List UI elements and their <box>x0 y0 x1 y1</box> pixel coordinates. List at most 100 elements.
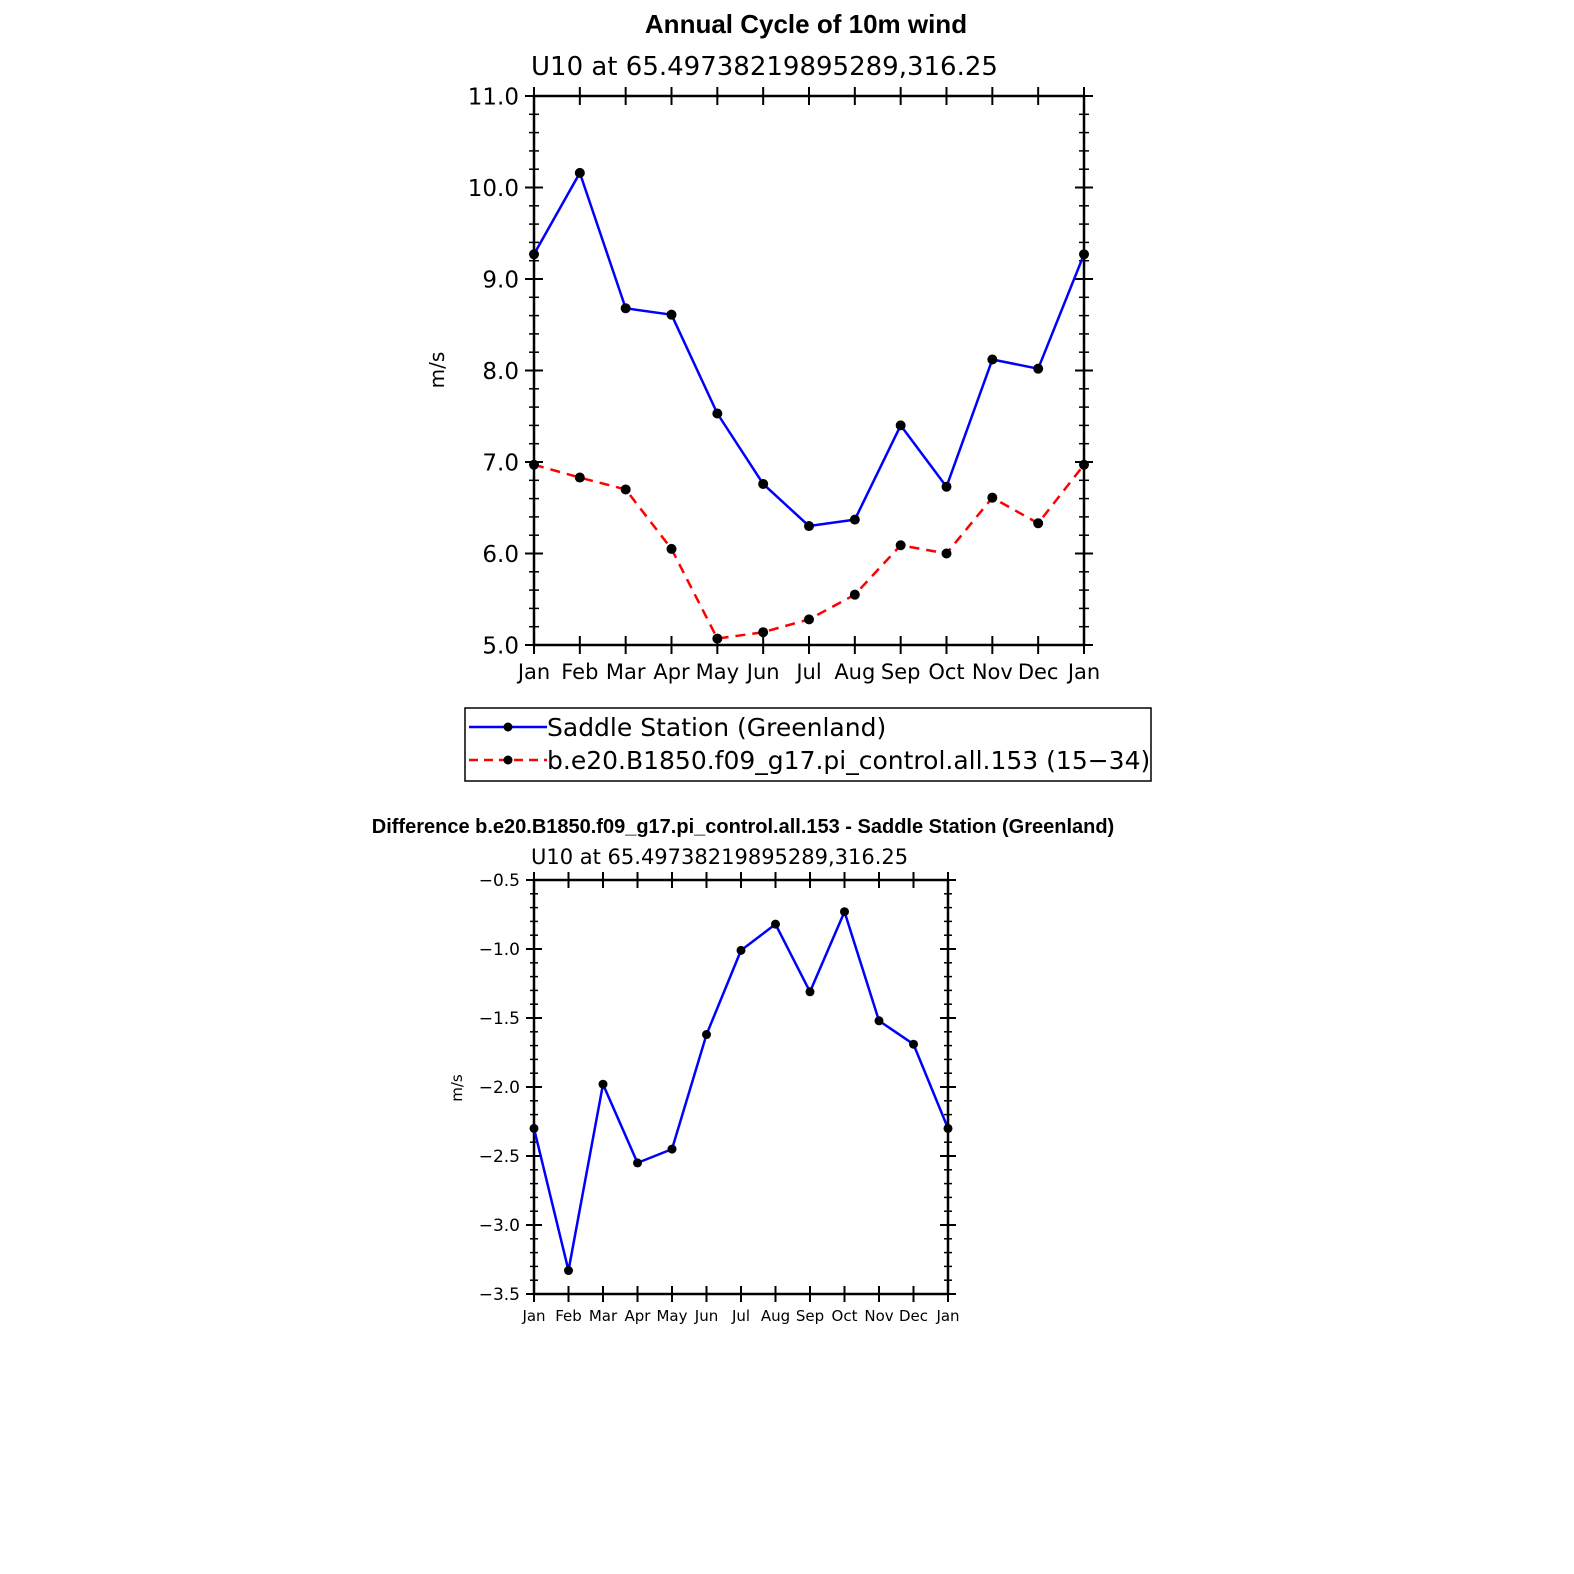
chart1-series-1-point <box>574 472 585 483</box>
chart1-series-0-point <box>620 303 631 314</box>
chart1-x-tick-label: Aug <box>834 660 875 684</box>
chart1-series-0-point <box>712 408 723 419</box>
legend-marker-model <box>503 755 513 765</box>
chart1-series-0-point <box>941 481 952 492</box>
chart2-x-tick-label: Aug <box>761 1307 790 1325</box>
chart2-x-tick-label: Nov <box>864 1307 893 1325</box>
chart1-y-tick-label: 11.0 <box>468 84 519 110</box>
chart2-axes: Jan Feb Mar Apr May Jun Jul Aug Sep Oct Nov Dec Jan−… <box>479 871 960 1325</box>
chart2-series <box>529 907 953 1276</box>
chart1-series-0-point <box>1033 363 1044 374</box>
chart2-series-0-point <box>736 945 746 955</box>
chart2-series-0-point <box>874 1016 884 1026</box>
chart1-series-1-point <box>849 589 860 600</box>
chart1-y-axis-label: m/s <box>425 352 449 389</box>
chart2-x-tick-label: Jun <box>694 1307 718 1325</box>
chart2-x-tick-label: Mar <box>589 1307 618 1325</box>
chart1-series-1-point <box>895 540 906 551</box>
chart1-series-1-point <box>941 548 952 559</box>
chart1-series-1-point <box>758 627 769 638</box>
chart1-axes: Jan Feb Mar Apr May Jun Jul Aug Sep Oct Nov Dec Jan5… <box>468 84 1100 684</box>
chart1-x-tick-label: Apr <box>653 660 690 684</box>
legend-box <box>464 707 1152 782</box>
chart1-series-1-point <box>666 543 677 554</box>
chart1-y-tick-label: 9.0 <box>482 267 519 293</box>
chart1-x-tick-label: Nov <box>972 660 1013 684</box>
chart1-x-tick-label: Mar <box>606 660 646 684</box>
chart2-y-tick-label: −0.5 <box>479 871 520 891</box>
chart1-series-0-point <box>758 478 769 489</box>
chart2-y-tick-label: −3.0 <box>479 1216 520 1236</box>
chart1-series-1-point <box>987 492 998 503</box>
chart2-series-0-point <box>840 907 849 917</box>
chart1-x-tick-label: Dec <box>1018 660 1059 684</box>
chart1-series-0-point <box>574 167 585 178</box>
chart1-series-1-point <box>1033 518 1044 529</box>
chart1-x-tick-label: Sep <box>881 660 921 684</box>
chart1-series-0-point <box>1079 249 1089 260</box>
legend-label-model: b.e20.B1850.f09_g17.pi_control.all.153 (… <box>547 746 1150 775</box>
chart2-x-tick-label: Jul <box>731 1307 750 1325</box>
chart2-series-0-point <box>633 1158 642 1168</box>
chart2-x-tick-label: Dec <box>899 1307 928 1325</box>
chart2-y-tick-label: −2.5 <box>479 1147 520 1167</box>
chart1-y-tick-label: 8.0 <box>482 359 519 385</box>
legend-label-saddle: Saddle Station (Greenland) <box>547 713 886 742</box>
chart1-x-tick-label: Jan <box>516 660 550 684</box>
chart1-series-0-point <box>804 521 814 532</box>
chart1-x-tick-label: Oct <box>928 660 964 684</box>
chart1-y-tick-label: 10.0 <box>468 176 519 202</box>
chart1-series-1-point <box>1079 459 1089 470</box>
chart2-series-0-point <box>598 1079 608 1089</box>
difference-chart: Difference b.e20.B1850.f09_g17.pi_contro… <box>372 816 1114 1325</box>
chart2-y-tick-label: −1.5 <box>479 1009 520 1029</box>
chart1-y-tick-label: 7.0 <box>482 450 519 476</box>
chart2-y-tick-label: −2.0 <box>479 1078 520 1098</box>
chart2-y-tick-label: −3.5 <box>479 1285 520 1305</box>
chart1-plot-frame <box>532 94 1086 647</box>
chart1-title: Annual Cycle of 10m wind <box>645 9 967 39</box>
chart1-series-0-point <box>987 354 998 365</box>
chart2-series-0-point <box>909 1039 918 1049</box>
chart1-x-tick-label: Jun <box>745 660 780 684</box>
chart1-y-tick-label: 6.0 <box>482 542 519 568</box>
chart1-series-1-point <box>712 633 723 644</box>
chart2-y-axis-label: m/s <box>448 1074 466 1102</box>
chart2-x-tick-label: Feb <box>555 1307 582 1325</box>
chart1-series-0-point <box>666 309 677 320</box>
chart2-series-0-point <box>564 1266 573 1276</box>
chart1-series-line-1 <box>533 463 1085 640</box>
chart2-x-tick-label: Apr <box>625 1307 652 1325</box>
chart2-series-line-0 <box>532 910 950 1272</box>
chart2-y-tick-label: −1.0 <box>479 940 520 960</box>
chart1-x-tick-label: May <box>696 660 739 684</box>
chart1-series-0-point <box>529 249 539 260</box>
chart2-x-tick-label: Jan <box>935 1307 959 1325</box>
chart2-series-0-point <box>702 1030 711 1040</box>
chart1-series-line-0 <box>532 171 1086 528</box>
chart1-series <box>529 167 1089 644</box>
chart2-series-0-point <box>805 987 815 997</box>
chart1-x-tick-label: Jan <box>1066 660 1100 684</box>
chart2-x-tick-label: Sep <box>796 1307 824 1325</box>
chart2-series-0-point <box>943 1123 953 1133</box>
chart1-y-tick-label: 5.0 <box>482 633 519 659</box>
chart1-subtitle: U10 at 65.49738219895289,316.25 <box>531 52 998 82</box>
chart2-series-0-point <box>529 1123 539 1133</box>
chart1-series-1-point <box>529 459 539 470</box>
chart1-series-0-point <box>895 420 906 431</box>
chart2-series-0-point <box>771 919 780 929</box>
chart2-subtitle: U10 at 65.49738219895289,316.25 <box>531 845 908 869</box>
chart2-series-0-point <box>667 1144 677 1154</box>
chart2-plot-frame <box>532 878 950 1296</box>
annual-cycle-chart: Annual Cycle of 10m wind U10 at 65.49738… <box>425 9 1152 782</box>
chart1-legend: Saddle Station (Greenland) b.e20.B1850.f… <box>464 707 1152 782</box>
chart2-x-tick-label: May <box>656 1307 687 1325</box>
chart1-series-1-point <box>804 614 814 625</box>
chart1-series-1-point <box>620 484 631 495</box>
chart2-x-tick-label: Oct <box>832 1307 858 1325</box>
chart2-title: Difference b.e20.B1850.f09_g17.pi_contro… <box>372 816 1114 838</box>
chart1-series-0-point <box>849 514 860 525</box>
chart2-x-tick-label: Jan <box>521 1307 545 1325</box>
